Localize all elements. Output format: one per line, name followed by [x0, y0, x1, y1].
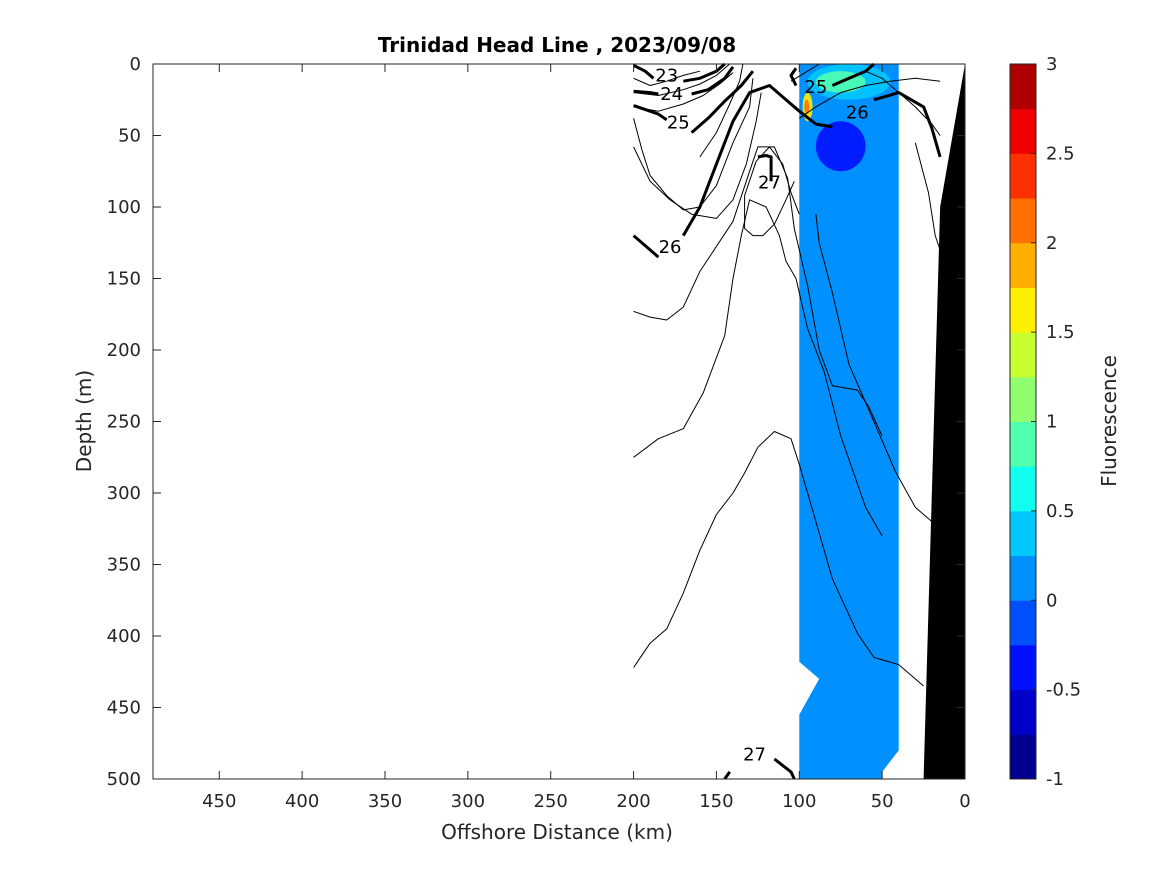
colorbar-tick-label: 1.5: [1046, 322, 1075, 343]
colorbar-swatch: [1010, 421, 1036, 467]
density-contour-27: [723, 771, 731, 780]
y-tick-label: 100: [107, 197, 141, 218]
x-tick-label: 50: [871, 791, 894, 812]
density-contour-27: [757, 154, 773, 182]
x-tick-label: 100: [782, 791, 816, 812]
colorbar-tick-label: 0.5: [1046, 501, 1075, 522]
colorbar-swatch: [1010, 287, 1036, 333]
colorbar-swatch: [1010, 153, 1036, 199]
x-tick-label: 350: [368, 791, 402, 812]
x-tick-label: 0: [959, 791, 970, 812]
density-contour-label: 27: [758, 173, 781, 194]
bathymetry: [923, 64, 965, 779]
x-tick-label: 400: [285, 791, 319, 812]
density-contour-thin: [633, 431, 924, 687]
fluorescence-patch: [804, 99, 810, 115]
colorbar-swatch: [1010, 734, 1036, 780]
colorbar-tick-label: -1: [1046, 769, 1064, 790]
colorbar-tick-label: 3: [1046, 54, 1057, 75]
density-contour-25: [633, 104, 668, 122]
bathymetry-shelf: [923, 64, 965, 779]
density-contour-thin: [633, 72, 734, 112]
colorbar-swatch: [1010, 689, 1036, 735]
density-contour-label: 27: [743, 745, 766, 766]
fluorescence-patch: [815, 121, 866, 172]
colorbar: -1 -0.5 0 0.5 1 1.5 2 2.5 3: [1009, 54, 1081, 790]
colorbar-swatch: [1010, 376, 1036, 422]
chart-title: Trinidad Head Line , 2023/09/08: [378, 33, 736, 57]
y-tick-label: 0: [130, 54, 141, 75]
density-contour-thin: [633, 146, 883, 437]
colorbar-swatch: [1010, 64, 1036, 110]
density-contour-24: [633, 89, 659, 96]
axes: 450 400 350 300 250 200 150 100 50 00501001502002…: [107, 54, 971, 812]
density-contour-thin: [633, 92, 762, 219]
y-tick-label: 50: [118, 126, 141, 147]
density-contour-thin: [790, 63, 820, 82]
density-contour-thin: [744, 146, 800, 237]
colorbar-tick-label: 2.5: [1046, 143, 1075, 164]
density-contour-25: [789, 67, 798, 87]
colorbar-tick-label: 1: [1046, 412, 1057, 433]
y-tick-label: 450: [107, 698, 141, 719]
colorbar-swatch: [1010, 108, 1036, 154]
density-contour-thin: [633, 199, 883, 537]
colorbar-swatch: [1010, 466, 1036, 512]
density-contour-thin: [865, 70, 941, 136]
density-contour-thin: [633, 78, 754, 211]
density-contour-23: [683, 62, 726, 83]
density-contour-26: [682, 84, 833, 237]
colorbar-swatch: [1010, 555, 1036, 601]
y-tick-label: 500: [107, 769, 141, 790]
colorbar-swatch: [1010, 242, 1036, 288]
y-tick-label: 400: [107, 626, 141, 647]
colorbar-swatch: [1010, 600, 1036, 646]
density-contour-label: 26: [846, 103, 869, 124]
y-tick-label: 250: [107, 412, 141, 433]
density-contour-thin: [633, 63, 731, 96]
y-tick-label: 350: [107, 555, 141, 576]
density-contour-24: [691, 66, 735, 96]
density-contour-25: [690, 70, 755, 134]
colorbar-swatch: [1010, 198, 1036, 244]
density-contour-thin: [699, 63, 744, 158]
y-tick-label: 200: [107, 340, 141, 361]
density-contour-thin: [914, 142, 941, 251]
y-axis-label: Depth (m): [72, 370, 96, 472]
density-contour-27: [773, 757, 796, 780]
colorbar-tick-label: 0: [1046, 590, 1057, 611]
colorbar-swatch: [1010, 644, 1036, 691]
x-tick-label: 250: [534, 791, 568, 812]
x-tick-label: 450: [202, 791, 236, 812]
density-contour-label: 24: [660, 84, 683, 105]
density-contour-thin: [633, 70, 701, 86]
density-contour-26: [632, 234, 660, 259]
density-contour-25: [831, 62, 875, 87]
density-contour-23: [632, 64, 655, 80]
y-tick-label: 300: [107, 483, 141, 504]
density-contour-label: 25: [804, 77, 827, 98]
x-axis-label: Offshore Distance (km): [441, 820, 673, 844]
density-contour-label: 26: [659, 237, 682, 258]
colorbar-swatch: [1010, 332, 1036, 378]
plot-area: [153, 64, 965, 779]
y-tick-label: 150: [107, 269, 141, 290]
colorbar-tick-label: 2: [1046, 233, 1057, 254]
x-tick-label: 200: [616, 791, 650, 812]
density-contour-thin: [799, 77, 941, 119]
colorbar-tick-label: -0.5: [1046, 680, 1081, 701]
density-contour-26: [873, 91, 942, 158]
fluorescence-field: [799, 64, 899, 779]
density-contour-label: 23: [655, 65, 678, 86]
colorbar-label: Fluorescence: [1097, 355, 1121, 487]
density-contour-label: 25: [667, 113, 690, 134]
colorbar-swatch: [1010, 510, 1036, 557]
density-contour-thin: [815, 214, 933, 522]
x-tick-label: 150: [699, 791, 733, 812]
x-tick-label: 300: [451, 791, 485, 812]
